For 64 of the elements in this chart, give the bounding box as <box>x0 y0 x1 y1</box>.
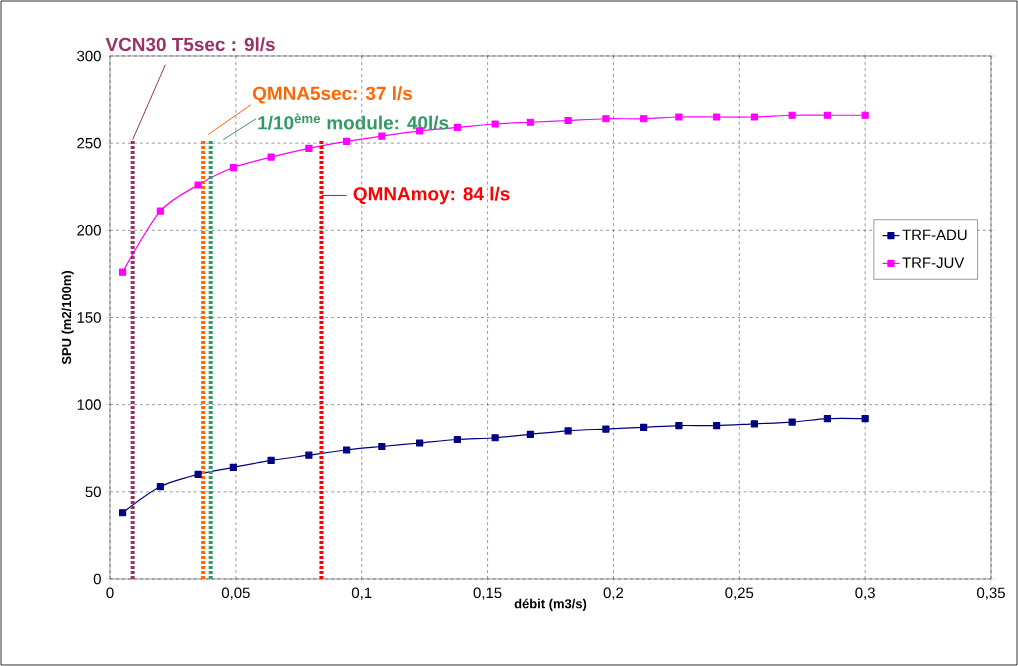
point <box>118 268 127 276</box>
point <box>675 113 683 121</box>
point <box>602 115 610 123</box>
point <box>194 470 202 478</box>
point <box>750 113 758 121</box>
point <box>194 181 202 189</box>
point <box>453 435 461 444</box>
x-tick-label: 0 <box>106 587 114 599</box>
point <box>118 509 127 517</box>
point <box>564 116 572 125</box>
y-tick-label: 100 <box>77 399 101 410</box>
point <box>640 115 648 123</box>
point <box>156 482 164 491</box>
point <box>788 418 796 426</box>
point <box>823 415 831 423</box>
x-tick-label: 0,15 <box>473 587 502 600</box>
x-tick-label: 0,3 <box>855 587 875 600</box>
point <box>861 415 869 423</box>
point <box>378 132 386 140</box>
legend-label: TRF-ADU <box>902 229 967 241</box>
point <box>229 463 237 472</box>
x-tick-label: 0,25 <box>725 587 754 600</box>
x-tick-label: 0,2 <box>603 587 624 600</box>
y-tick-label: 50 <box>85 486 101 498</box>
x-axis-title: débit (m3/s) <box>514 598 587 611</box>
point <box>750 420 758 428</box>
point <box>823 111 831 119</box>
ref-line-label: VCN30 T5sec : 9l/s <box>105 37 275 52</box>
y-tick-label: 0 <box>93 573 101 585</box>
point <box>602 425 610 433</box>
point <box>788 111 796 119</box>
ref-line-label: QMNA5sec: 37 l/s <box>252 86 412 104</box>
point <box>526 430 534 438</box>
x-tick-label: 0,35 <box>977 587 1005 600</box>
point <box>526 118 534 126</box>
point <box>713 421 721 430</box>
point <box>229 163 237 172</box>
y-tick-label: 150 <box>77 312 101 323</box>
y-axis-title: SPU (m2/100m) <box>61 271 74 365</box>
y-tick-label: 250 <box>77 137 101 149</box>
point <box>564 427 572 435</box>
point <box>713 113 721 121</box>
x-tick-label: 0,05 <box>221 587 250 600</box>
ref-line-label: QMNAmoy: 84 l/s <box>353 186 510 205</box>
point <box>267 153 275 161</box>
point <box>416 439 424 447</box>
point <box>491 120 499 128</box>
point <box>343 446 351 454</box>
point <box>343 137 351 146</box>
x-tick-label: 0,1 <box>351 587 372 600</box>
point <box>640 423 648 431</box>
point <box>453 123 461 132</box>
point <box>491 434 499 442</box>
point <box>267 456 275 465</box>
legend-label: TRF-JUV <box>902 257 965 268</box>
point <box>861 111 869 119</box>
point <box>378 442 386 451</box>
point <box>305 144 313 152</box>
point <box>675 421 683 430</box>
legend-label: 1/10$^{ème}$ module: 40l/s <box>258 113 449 130</box>
y-tick-label: 200 <box>77 225 101 236</box>
point <box>305 451 313 459</box>
y-tick-label: 300 <box>77 50 101 62</box>
point <box>156 207 164 215</box>
